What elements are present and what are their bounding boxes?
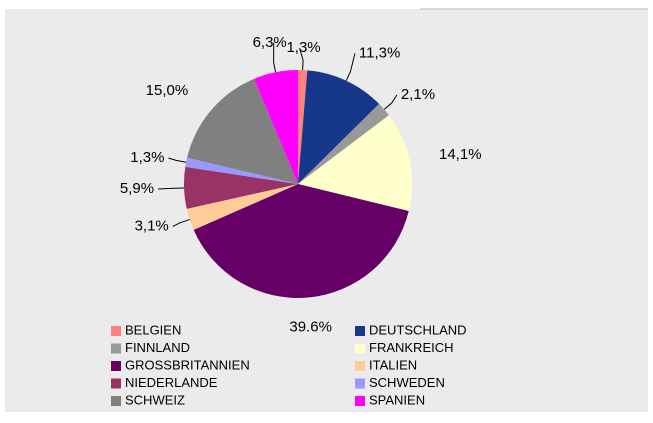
legend-swatch [111,361,121,371]
leader-line [172,219,190,227]
legend-swatch [355,326,365,336]
data-label: 15,0% [146,82,189,99]
pie-slice [298,70,308,184]
legend-swatch [355,378,365,389]
legend-swatch [111,378,121,389]
pie-slice [254,70,298,184]
data-label: 14,1% [439,146,482,163]
pie-slice [298,115,412,211]
leader-line [273,42,277,73]
legend-label: DEUTSCHLAND [369,322,467,337]
legend-label: GROSSBRITANNIEN [125,357,250,372]
leader-line [345,53,356,81]
data-label: 5,9% [120,180,154,197]
leader-line [383,94,398,110]
pie-slice [187,78,298,184]
pie-slice [193,184,409,299]
leader-line [158,187,185,190]
pie-slice [298,103,389,184]
legend-label: NIEDERLANDE [125,375,218,390]
legend-swatch [111,326,121,336]
pie-slice [184,166,298,209]
legend-label: BELGIEN [125,322,181,337]
pie-slice [186,184,298,230]
data-label: 3,1% [135,217,169,234]
leader-line [299,47,304,71]
data-label: 6,3% [253,34,287,51]
data-label: 1,3% [130,149,164,166]
legend-swatch [355,361,365,371]
pie-slice [185,157,298,184]
legend-swatch [355,396,365,406]
data-label: 1,3% [286,39,320,56]
leader-line [168,157,187,163]
legend-label: FRANKREICH [369,340,454,355]
data-label: 2,1% [401,86,435,103]
data-label: 39.6% [289,318,332,335]
pie-slice [298,70,380,184]
legend-label: ITALIEN [369,357,417,372]
legend-label: FINNLAND [125,340,190,355]
legend-label: SCHWEDEN [369,375,445,390]
legend-label: SPANIEN [369,392,425,407]
legend-swatch [355,343,365,354]
legend-swatch [111,396,121,406]
data-label: 11,3% [359,44,400,61]
legend-label: SCHWEIZ [125,392,185,407]
legend-swatch [111,343,121,354]
